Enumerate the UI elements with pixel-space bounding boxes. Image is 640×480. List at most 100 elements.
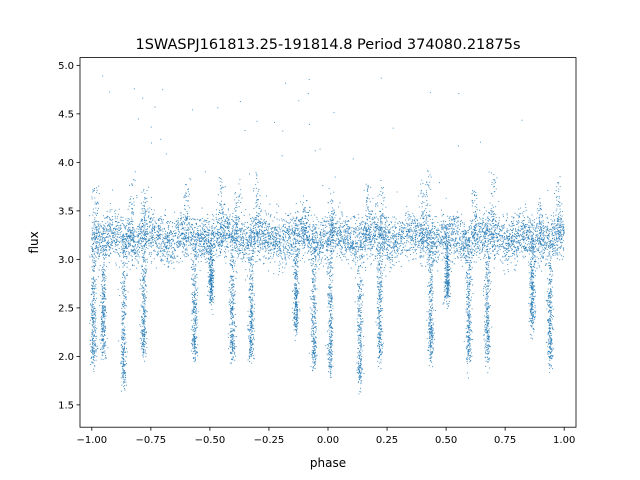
data-point xyxy=(206,219,208,221)
data-point xyxy=(546,255,548,257)
data-point xyxy=(358,227,360,229)
data-point xyxy=(316,235,318,237)
data-point xyxy=(381,246,383,248)
data-point xyxy=(355,256,357,258)
data-point xyxy=(312,247,314,249)
data-point xyxy=(189,232,191,234)
data-point xyxy=(315,240,317,242)
data-point xyxy=(400,227,402,229)
data-point xyxy=(262,263,265,265)
data-point xyxy=(165,153,167,155)
data-point xyxy=(92,259,94,261)
data-point xyxy=(282,262,284,264)
data-point xyxy=(356,226,359,228)
data-point xyxy=(258,240,261,242)
data-point xyxy=(249,231,251,233)
data-point xyxy=(237,253,239,255)
data-point xyxy=(137,243,139,245)
data-point xyxy=(119,228,121,230)
data-point xyxy=(120,238,122,240)
data-point xyxy=(233,239,236,241)
data-point xyxy=(392,254,394,256)
data-point xyxy=(292,247,294,249)
data-point xyxy=(396,247,398,249)
data-point xyxy=(310,262,312,264)
data-point xyxy=(168,235,171,237)
data-point xyxy=(545,242,548,244)
data-point xyxy=(105,222,107,224)
data-point xyxy=(306,223,308,225)
data-point xyxy=(314,247,316,249)
data-point xyxy=(336,243,338,245)
data-point xyxy=(276,247,279,250)
data-point xyxy=(166,245,168,247)
data-point xyxy=(136,234,138,236)
data-point xyxy=(205,262,207,264)
data-point xyxy=(138,232,140,234)
data-point xyxy=(544,264,546,266)
data-point xyxy=(201,235,203,237)
data-point xyxy=(462,241,464,243)
data-point xyxy=(394,226,396,228)
data-point xyxy=(484,235,487,237)
data-point xyxy=(505,237,507,239)
data-point xyxy=(504,273,506,275)
data-point xyxy=(274,226,276,228)
data-point xyxy=(396,241,398,243)
data-point xyxy=(251,240,253,242)
data-point xyxy=(560,220,562,222)
data-point xyxy=(288,258,290,260)
data-point xyxy=(446,223,449,225)
data-point xyxy=(443,242,445,244)
data-point xyxy=(316,216,318,218)
data-point xyxy=(357,245,359,247)
data-point xyxy=(139,256,141,258)
data-point xyxy=(157,250,159,252)
data-point xyxy=(347,258,349,261)
data-point xyxy=(408,235,410,237)
data-point xyxy=(237,247,239,249)
data-point xyxy=(148,242,150,244)
data-point xyxy=(285,220,288,222)
data-point xyxy=(506,213,508,215)
data-point xyxy=(462,238,464,240)
data-point xyxy=(498,217,500,219)
data-point xyxy=(400,231,403,233)
data-point xyxy=(409,228,411,230)
data-point xyxy=(238,250,240,252)
data-point xyxy=(419,252,421,254)
data-point xyxy=(425,233,427,236)
data-point xyxy=(357,243,359,245)
data-point xyxy=(487,216,489,218)
data-point xyxy=(538,243,540,245)
data-point xyxy=(456,233,458,235)
data-point xyxy=(451,240,453,242)
data-point xyxy=(232,228,234,230)
data-point xyxy=(307,93,309,95)
data-point xyxy=(273,239,275,241)
data-point xyxy=(391,259,393,261)
data-point xyxy=(545,225,547,228)
data-point xyxy=(216,237,218,239)
data-point xyxy=(519,229,521,231)
data-point xyxy=(523,233,525,235)
data-point xyxy=(536,230,538,232)
data-point xyxy=(151,228,153,230)
data-point xyxy=(306,218,309,220)
data-point xyxy=(307,244,309,246)
data-point xyxy=(384,245,386,247)
data-point xyxy=(410,236,412,238)
data-point xyxy=(504,259,506,261)
data-point xyxy=(388,229,390,231)
data-point xyxy=(531,214,533,216)
data-point xyxy=(141,245,143,247)
data-point xyxy=(512,252,514,254)
data-point xyxy=(232,224,234,226)
data-point xyxy=(278,234,280,236)
data-point xyxy=(339,241,341,243)
data-point xyxy=(137,254,140,256)
data-point xyxy=(471,254,473,256)
data-point xyxy=(252,264,254,266)
data-point xyxy=(439,236,441,238)
data-point xyxy=(537,249,539,251)
